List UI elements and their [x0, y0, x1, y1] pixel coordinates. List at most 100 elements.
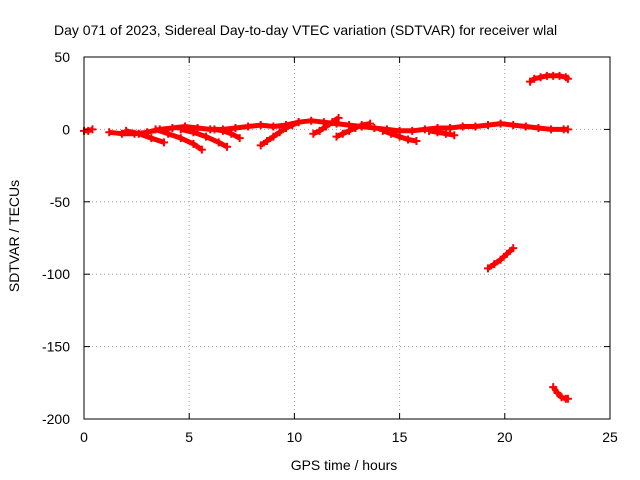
plot-frame	[83, 56, 611, 420]
data-point	[555, 71, 564, 80]
data-point	[408, 126, 417, 135]
data-point	[412, 136, 421, 145]
data-point	[269, 122, 278, 131]
data-point	[509, 244, 518, 253]
data-point	[370, 123, 379, 132]
data-point	[425, 126, 434, 135]
x-tick-label: 15	[392, 429, 408, 445]
series-arc-11	[428, 128, 455, 138]
data-point	[536, 73, 545, 82]
data-point	[281, 123, 290, 132]
data-point	[189, 128, 198, 137]
data-point	[357, 121, 366, 130]
data-point	[332, 132, 341, 141]
data-point	[223, 142, 232, 151]
data-point	[210, 125, 219, 134]
data-point	[256, 121, 265, 130]
data-point	[105, 128, 114, 137]
series-arc-3	[125, 128, 165, 145]
data-traces	[80, 71, 572, 403]
data-point	[557, 393, 566, 402]
data-point	[338, 129, 347, 138]
data-point	[483, 264, 492, 273]
data-point	[197, 145, 206, 154]
data-point	[490, 260, 499, 269]
data-point	[307, 116, 316, 125]
data-point	[275, 128, 284, 137]
y-tick-label: -200	[42, 411, 70, 427]
x-tick-label: 20	[497, 429, 513, 445]
data-point	[378, 126, 387, 135]
data-point	[244, 122, 253, 131]
data-point	[563, 74, 572, 83]
data-point	[534, 123, 543, 132]
data-point	[441, 129, 450, 138]
data-point	[315, 126, 324, 135]
data-point	[321, 122, 330, 131]
data-point	[496, 255, 505, 264]
data-point	[502, 249, 511, 258]
data-point	[218, 126, 227, 135]
chart-title: Day 071 of 2023, Sidereal Day-to-day VTE…	[54, 22, 557, 38]
data-point	[122, 126, 131, 135]
data-point	[446, 123, 455, 132]
data-point	[509, 121, 518, 130]
y-tick-label: 50	[54, 49, 70, 65]
data-point	[309, 129, 318, 138]
data-point	[294, 118, 303, 127]
y-tick-label: -50	[50, 194, 70, 210]
y-tick-label: -100	[42, 266, 70, 282]
x-tick-labels: 0 5 10 15 20 25	[80, 429, 618, 445]
data-point	[563, 394, 572, 403]
data-point	[483, 121, 492, 130]
data-point	[164, 129, 173, 138]
data-point	[147, 134, 156, 143]
data-point	[496, 119, 505, 128]
grid	[84, 57, 610, 419]
data-point	[526, 77, 535, 86]
data-point	[202, 132, 211, 141]
data-point	[458, 122, 467, 131]
data-point	[387, 129, 396, 138]
y-axis-title: SDTVAR / TECUs	[6, 180, 22, 292]
data-point	[547, 125, 556, 134]
series-arc-6	[213, 126, 241, 141]
y-tick-label: -150	[42, 339, 70, 355]
data-point	[117, 129, 126, 138]
data-point	[404, 135, 413, 144]
x-tick-label: 0	[80, 429, 88, 445]
data-point	[84, 126, 93, 135]
data-point	[134, 129, 143, 138]
ticks	[83, 56, 611, 420]
data-point	[553, 388, 562, 397]
y-tick-labels: -200 -150 -100 -50 0 50	[42, 49, 70, 427]
data-point	[227, 129, 236, 138]
data-point	[420, 125, 429, 134]
data-point	[256, 141, 265, 150]
data-point	[176, 125, 185, 134]
x-tick-label: 5	[185, 429, 193, 445]
x-axis-title: GPS time / hours	[291, 457, 398, 473]
data-point	[168, 123, 177, 132]
data-point	[549, 383, 558, 392]
data-point	[231, 123, 240, 132]
data-point	[521, 122, 530, 131]
data-point	[433, 128, 442, 137]
data-point	[214, 138, 223, 147]
data-point	[189, 139, 198, 148]
data-point	[269, 132, 278, 141]
x-tick-label: 10	[287, 429, 303, 445]
y-tick-label: 0	[62, 121, 70, 137]
data-point	[395, 132, 404, 141]
data-point	[176, 134, 185, 143]
data-point	[235, 134, 244, 143]
data-point	[193, 123, 202, 132]
data-point	[319, 118, 328, 127]
data-point	[345, 126, 354, 135]
data-point	[263, 136, 272, 145]
data-point	[334, 113, 343, 122]
data-point	[151, 125, 160, 134]
data-point	[471, 122, 480, 131]
data-point	[328, 118, 337, 127]
